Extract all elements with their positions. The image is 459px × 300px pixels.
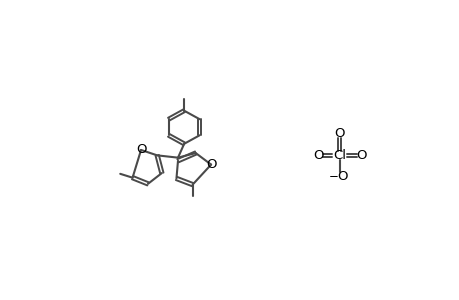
Text: O: O bbox=[312, 149, 323, 162]
Text: O: O bbox=[337, 170, 347, 183]
Text: O: O bbox=[206, 158, 216, 171]
Text: Cl: Cl bbox=[332, 149, 346, 162]
Text: −: − bbox=[328, 170, 338, 183]
Text: O: O bbox=[355, 149, 366, 162]
Text: O: O bbox=[135, 143, 146, 157]
Text: O: O bbox=[334, 127, 344, 140]
